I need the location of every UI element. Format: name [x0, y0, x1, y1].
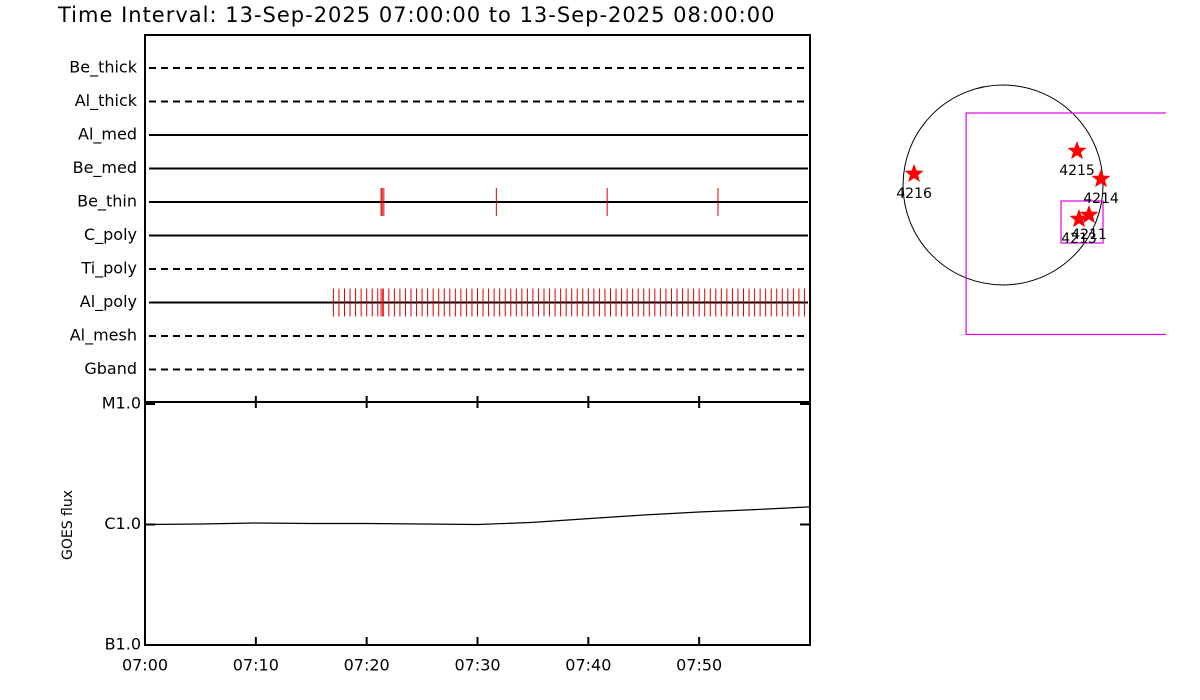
goes-curve: [144, 506, 811, 526]
region-label: 4214: [1083, 191, 1119, 207]
x-tick-label: 07:10: [233, 656, 279, 675]
x-tick-label: 07:30: [454, 656, 500, 675]
filter-label: Be_thin: [77, 192, 137, 212]
filter-label: Al_thick: [75, 91, 138, 111]
region-star: [904, 163, 924, 182]
x-tick-label: 07:00: [122, 656, 168, 675]
region-star: [1079, 205, 1099, 224]
region-label: 4213: [1061, 231, 1097, 247]
x-tick-label: 07:40: [565, 656, 611, 675]
region-label: 4216: [896, 186, 932, 202]
region-star: [1091, 169, 1111, 188]
y-axis-label: GOES flux: [60, 490, 76, 560]
filter-label: Al_mesh: [70, 326, 137, 346]
filter-label: Al_poly: [80, 292, 137, 312]
solar-map: [902, 84, 1166, 336]
filter-label: Be_med: [73, 158, 137, 178]
filter-label: Al_med: [78, 125, 137, 145]
filter-label: Gband: [84, 359, 137, 378]
fov-box: [1060, 200, 1104, 244]
solar-limb: [902, 84, 1104, 286]
filter-label: C_poly: [84, 225, 137, 245]
region-label: 4215: [1059, 163, 1095, 179]
region-label: 4211: [1071, 227, 1107, 243]
y-tick-label: M1.0: [102, 394, 141, 413]
region-star: [1067, 141, 1087, 160]
y-tick-label: B1.0: [105, 635, 141, 654]
filter-label: Ti_poly: [80, 259, 137, 279]
title: Time Interval: 13-Sep-2025 07:00:00 to 1…: [57, 3, 775, 27]
x-tick-label: 07:20: [344, 656, 390, 675]
region-star: [1069, 209, 1089, 228]
fov-box: [965, 112, 1166, 336]
panel-frame: [144, 34, 811, 403]
x-tick-label: 07:50: [676, 656, 722, 675]
filter-label: Be_thick: [69, 58, 137, 78]
y-tick-label: C1.0: [104, 514, 141, 533]
